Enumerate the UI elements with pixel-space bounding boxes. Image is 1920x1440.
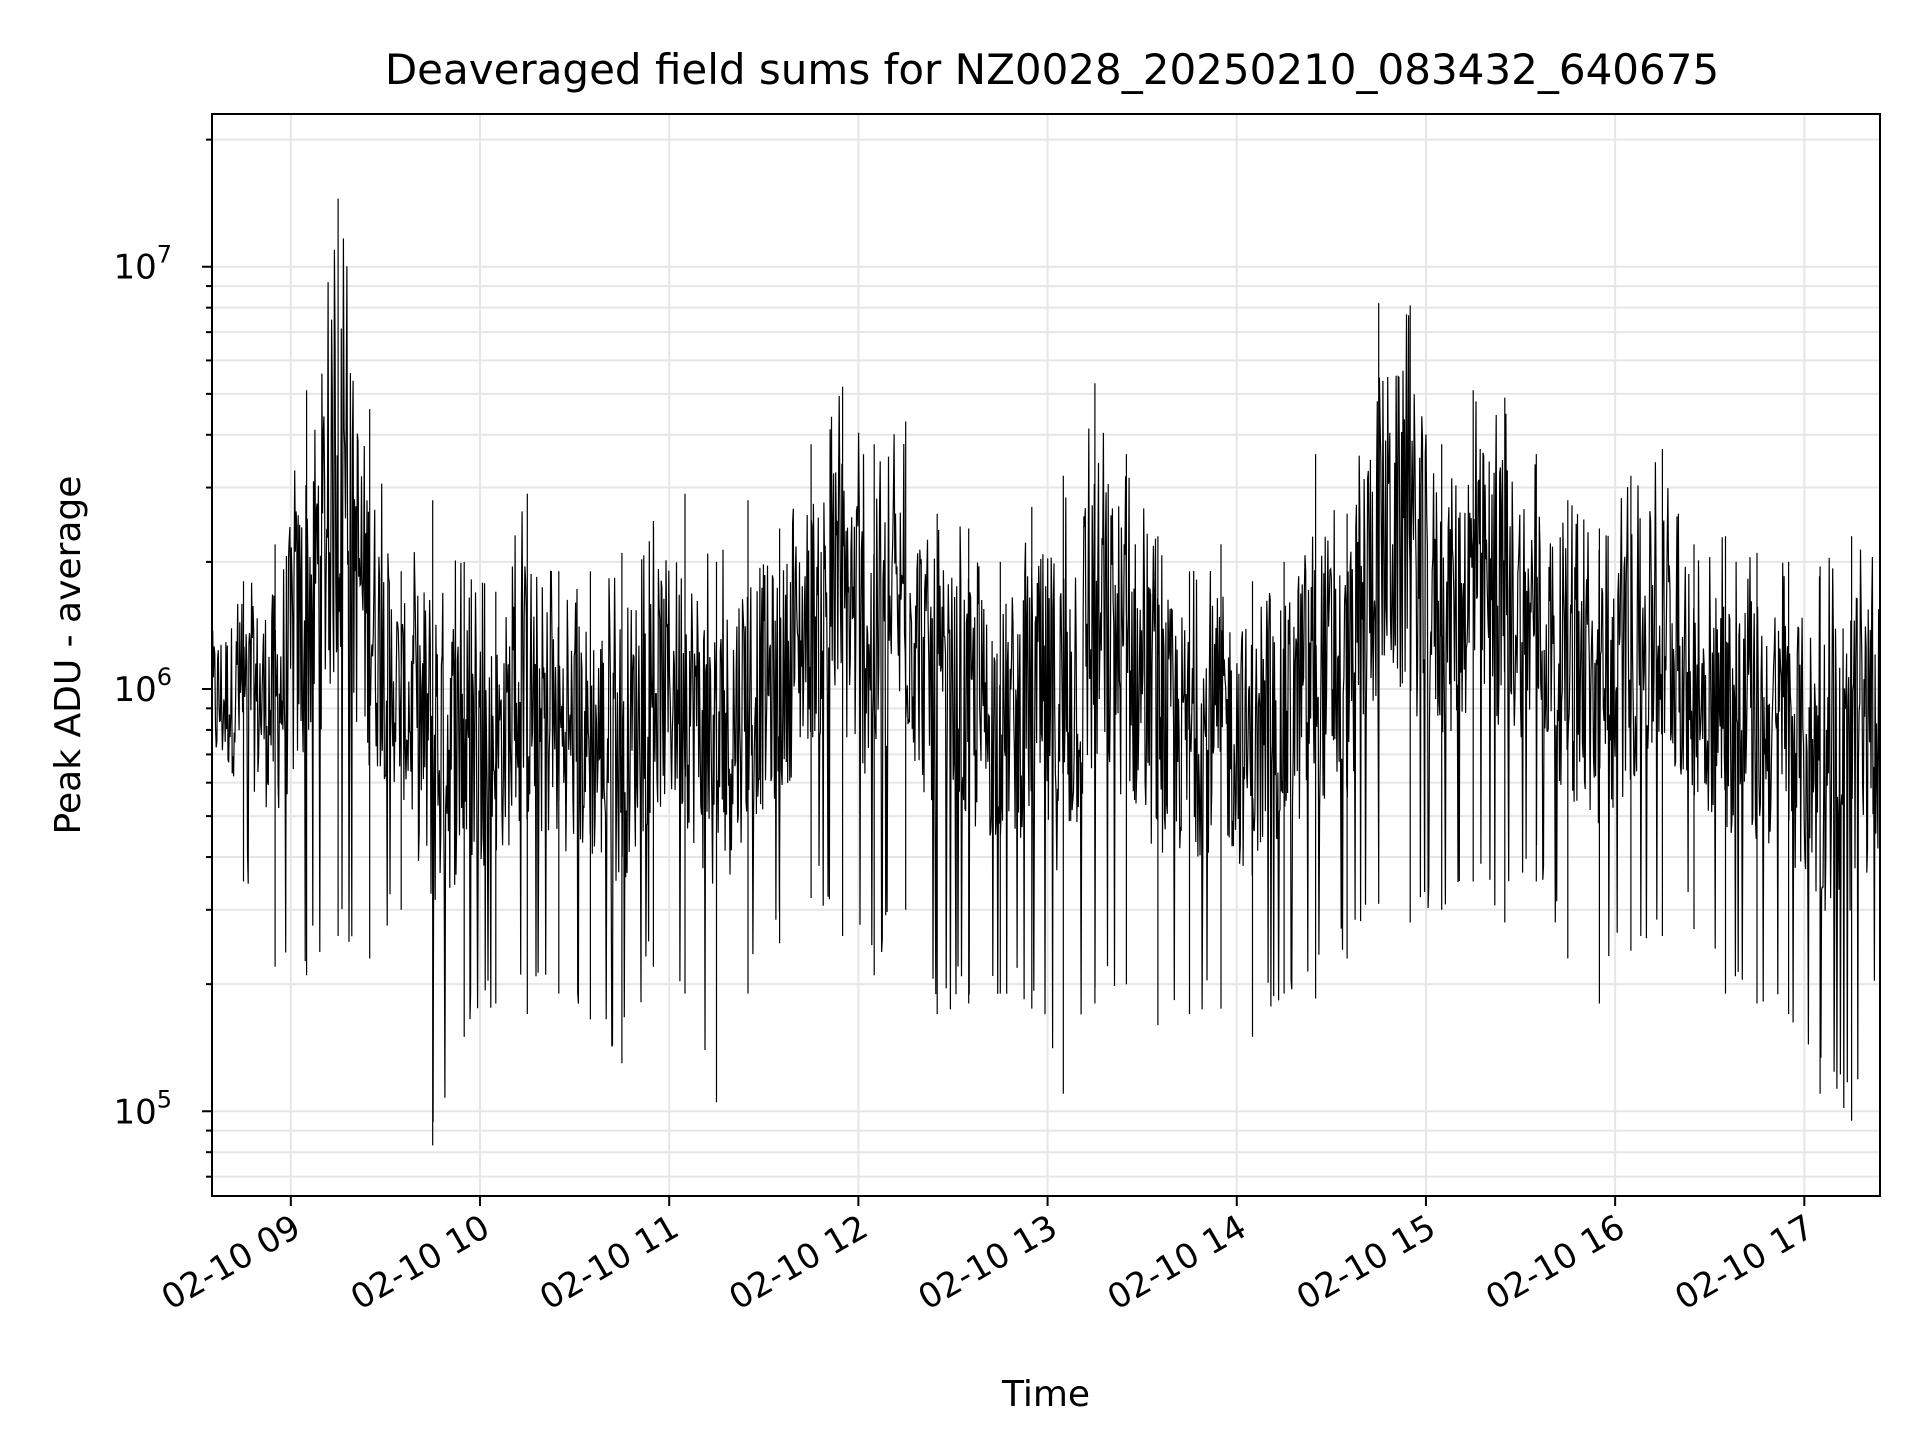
x-axis-label: Time [1001,1374,1090,1415]
y-axis-label: Peak ADU - average [48,476,89,835]
y-tick-label: 105 [113,1085,172,1132]
x-tick-label: 02-10 09 [155,1207,307,1318]
x-tick-label: 02-10 12 [722,1207,874,1318]
plot-frame [211,113,1881,1197]
x-tick-label: 02-10 10 [344,1207,496,1318]
x-tick-label: 02-10 11 [533,1207,685,1318]
chart-title: Deaveraged field sums for NZ0028_2025021… [385,45,1719,94]
y-tick-label: 107 [113,241,172,288]
x-tick-label: 02-10 16 [1479,1207,1631,1318]
series-layer [212,164,1880,1146]
x-tick-label: 02-10 15 [1290,1207,1442,1318]
y-tick-label: 106 [113,663,172,710]
x-tick-label: 02-10 14 [1101,1207,1253,1318]
series-line [212,164,1880,1146]
x-tick-label: 02-10 17 [1668,1207,1820,1318]
x-tick-label: 02-10 13 [912,1207,1064,1318]
